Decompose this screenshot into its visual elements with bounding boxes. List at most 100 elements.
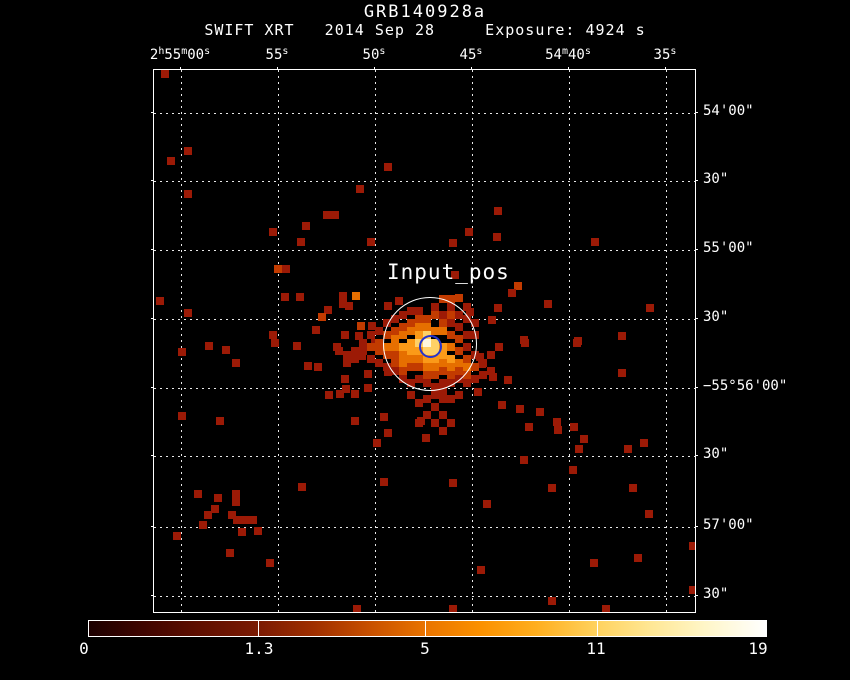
photon-pixel bbox=[282, 265, 290, 273]
gridline-horizontal bbox=[154, 250, 695, 251]
photon-pixel bbox=[281, 293, 289, 301]
photon-pixel bbox=[689, 586, 695, 594]
photon-pixel bbox=[383, 363, 391, 371]
photon-pixel bbox=[233, 516, 241, 524]
photon-pixel bbox=[516, 405, 524, 413]
photon-pixel bbox=[645, 510, 653, 518]
photon-pixel bbox=[479, 371, 487, 379]
photon-pixel bbox=[544, 300, 552, 308]
photon-pixel bbox=[156, 297, 164, 305]
photon-pixel bbox=[439, 411, 447, 419]
ra-label-superscript: s bbox=[282, 46, 289, 57]
xray-image-panel: Input_pos bbox=[153, 69, 696, 613]
colorbar-tick bbox=[425, 621, 426, 636]
photon-pixel bbox=[351, 390, 359, 398]
photon-pixel bbox=[359, 347, 367, 355]
gridline-vertical bbox=[569, 70, 570, 612]
photon-pixel bbox=[646, 304, 654, 312]
photon-pixel bbox=[318, 313, 326, 321]
photon-pixel bbox=[465, 228, 473, 236]
photon-pixel bbox=[339, 300, 347, 308]
photon-pixel bbox=[359, 339, 367, 347]
photon-pixel bbox=[254, 527, 262, 535]
photon-pixel bbox=[479, 359, 487, 367]
photon-pixel bbox=[293, 342, 301, 350]
photon-pixel bbox=[380, 478, 388, 486]
photon-pixel bbox=[415, 419, 423, 427]
photon-pixel bbox=[521, 339, 529, 347]
ra-label-superscript: m bbox=[181, 46, 188, 57]
photon-pixel bbox=[634, 554, 642, 562]
ra-label-superscript: s bbox=[379, 46, 386, 57]
photon-pixel bbox=[266, 559, 274, 567]
photon-pixel bbox=[232, 359, 240, 367]
photon-pixel bbox=[618, 332, 626, 340]
colorbar-tick-label: 1.3 bbox=[244, 639, 274, 658]
source-region-circle bbox=[383, 297, 477, 391]
photon-pixel bbox=[471, 363, 479, 371]
photon-pixel bbox=[375, 359, 383, 367]
photon-pixel bbox=[297, 238, 305, 246]
photon-pixel bbox=[618, 369, 626, 377]
photon-pixel bbox=[431, 419, 439, 427]
photon-pixel bbox=[352, 292, 360, 300]
photon-pixel bbox=[573, 339, 581, 347]
photon-pixel bbox=[463, 371, 471, 379]
photon-pixel bbox=[477, 566, 485, 574]
photon-pixel bbox=[569, 466, 577, 474]
photon-pixel bbox=[380, 413, 388, 421]
photon-pixel bbox=[498, 401, 506, 409]
photon-pixel bbox=[271, 339, 279, 347]
photon-pixel bbox=[375, 347, 383, 355]
photon-pixel bbox=[351, 355, 359, 363]
photon-pixel bbox=[304, 362, 312, 370]
photon-pixel bbox=[395, 297, 403, 305]
dec-tick-label: 30" bbox=[703, 309, 729, 325]
dec-tick-label: 30" bbox=[703, 446, 729, 462]
photon-pixel bbox=[241, 516, 249, 524]
ra-label-text: 55 bbox=[164, 47, 182, 63]
photon-pixel bbox=[373, 439, 381, 447]
photon-pixel bbox=[178, 348, 186, 356]
photon-pixel bbox=[232, 498, 240, 506]
photon-pixel bbox=[590, 559, 598, 567]
photon-pixel bbox=[343, 359, 351, 367]
photon-pixel bbox=[483, 500, 491, 508]
photon-pixel bbox=[431, 391, 439, 399]
photon-pixel bbox=[184, 190, 192, 198]
photon-pixel bbox=[214, 494, 222, 502]
photon-pixel bbox=[439, 387, 447, 395]
photon-pixel bbox=[353, 605, 361, 612]
photon-pixel bbox=[487, 351, 495, 359]
photon-pixel bbox=[324, 306, 332, 314]
ra-tick-label: 50s bbox=[362, 46, 386, 63]
photon-pixel bbox=[447, 395, 455, 403]
gridline-horizontal bbox=[154, 527, 695, 528]
photon-pixel bbox=[339, 292, 347, 300]
ra-tick-label: 45s bbox=[460, 46, 483, 63]
photon-pixel bbox=[167, 157, 175, 165]
ra-label-text: 50 bbox=[362, 47, 380, 63]
photon-pixel bbox=[367, 355, 375, 363]
photon-pixel bbox=[431, 403, 439, 411]
photon-pixel bbox=[228, 511, 236, 519]
photon-pixel bbox=[602, 605, 610, 612]
photon-pixel bbox=[368, 322, 376, 330]
photon-pixel bbox=[591, 238, 599, 246]
photon-pixel bbox=[312, 326, 320, 334]
photon-pixel bbox=[536, 408, 544, 416]
photon-pixel bbox=[232, 490, 240, 498]
photon-pixel bbox=[384, 163, 392, 171]
ra-label-text: 55 bbox=[265, 47, 283, 63]
photon-pixel bbox=[463, 379, 471, 387]
photon-pixel bbox=[423, 411, 431, 419]
photon-pixel bbox=[364, 370, 372, 378]
photon-pixel bbox=[199, 521, 207, 529]
photon-pixel bbox=[494, 207, 502, 215]
ra-label-superscript: s bbox=[476, 46, 483, 57]
ra-tick-label: 55s bbox=[265, 46, 289, 63]
photon-pixel bbox=[548, 597, 556, 605]
photon-pixel bbox=[357, 322, 365, 330]
photon-pixel bbox=[449, 605, 457, 612]
